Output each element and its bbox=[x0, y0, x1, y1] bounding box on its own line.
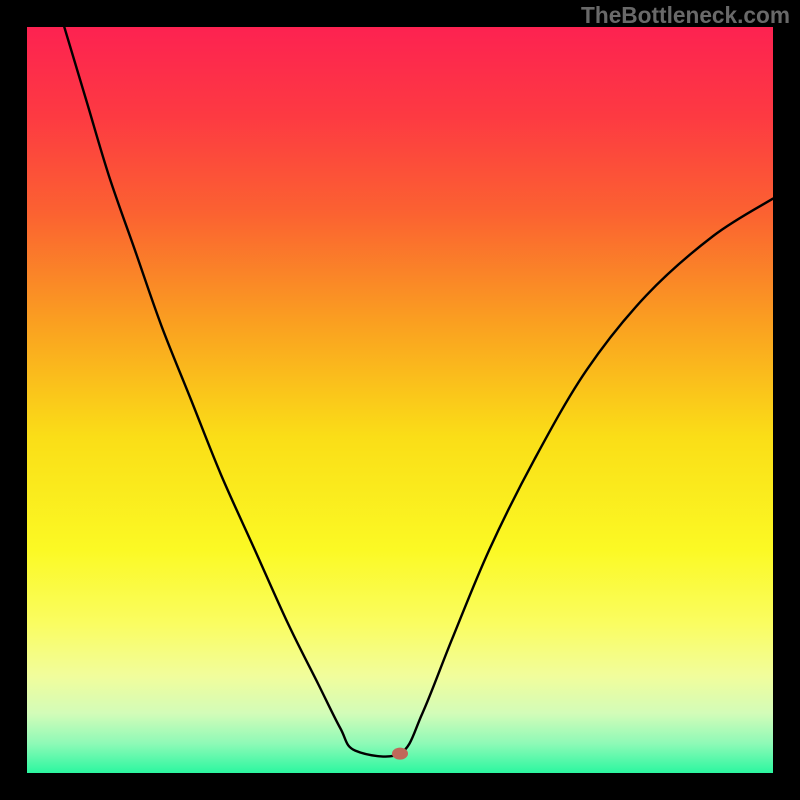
plot-area bbox=[27, 27, 773, 773]
bottleneck-v-curve-chart bbox=[27, 27, 773, 773]
watermark-label: TheBottleneck.com bbox=[581, 2, 790, 29]
minimum-marker bbox=[392, 748, 408, 760]
chart-frame: TheBottleneck.com bbox=[0, 0, 800, 800]
gradient-background bbox=[27, 27, 773, 773]
